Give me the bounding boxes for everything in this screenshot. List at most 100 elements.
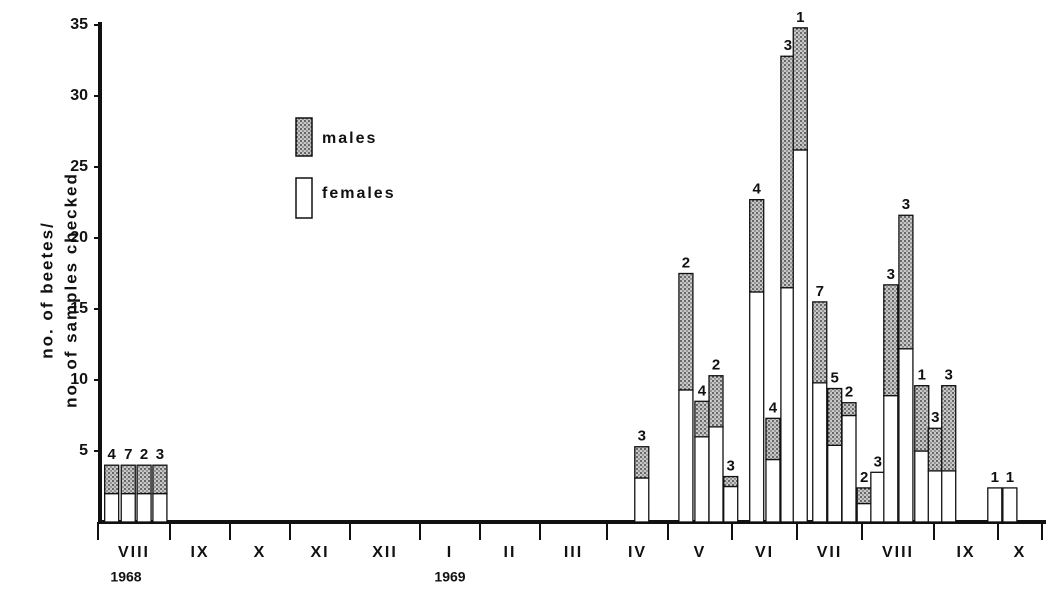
bar-segment xyxy=(827,444,843,523)
sample-count: 3 xyxy=(784,37,792,54)
y-tick-label: 5 xyxy=(79,442,88,459)
month-label: VIII xyxy=(882,544,914,561)
bar-segment xyxy=(749,291,765,523)
sample-count: 3 xyxy=(156,446,164,463)
bar-segment xyxy=(708,426,724,523)
y-tick-label: 15 xyxy=(70,300,88,317)
sample-count: 3 xyxy=(931,409,939,426)
bar-segment xyxy=(812,382,828,523)
bar-segment xyxy=(694,400,710,438)
y-tick-label: 20 xyxy=(70,229,88,246)
y-label-line: no. of samples checked xyxy=(61,172,80,408)
y-tick-label: 10 xyxy=(70,371,88,388)
bar-segment xyxy=(678,389,694,523)
legend-label: females xyxy=(322,185,396,202)
y-tick-label: 35 xyxy=(70,16,88,33)
bar-segment xyxy=(152,464,168,495)
bar-segment xyxy=(812,301,828,384)
sample-count: 3 xyxy=(945,367,953,384)
sample-count: 3 xyxy=(874,453,882,470)
bar-segment xyxy=(792,27,808,151)
sample-count: 1 xyxy=(1006,469,1014,486)
bar-segment xyxy=(987,487,1003,523)
sample-count: 4 xyxy=(769,399,778,416)
sample-count: 2 xyxy=(860,469,868,486)
bar-segment xyxy=(927,427,943,472)
year-label: 1968 xyxy=(110,569,141,585)
y-label: no. of beetes/ no. of samples checked xyxy=(37,172,80,408)
sample-count: 3 xyxy=(638,428,646,445)
sample-count: 2 xyxy=(682,254,690,271)
month-label: IX xyxy=(956,544,975,561)
bar-segment xyxy=(941,470,957,523)
month-label: XII xyxy=(372,544,398,561)
bar-segment xyxy=(883,284,899,397)
sample-count: 2 xyxy=(845,384,853,401)
bar-segment xyxy=(136,492,152,523)
bar-segment xyxy=(634,477,650,523)
month-label: IX xyxy=(190,544,209,561)
bar-segment xyxy=(914,385,930,452)
bar-segment xyxy=(870,471,886,523)
bar-segment xyxy=(765,458,781,523)
bar-segment xyxy=(927,470,943,523)
bar-segment xyxy=(694,436,710,523)
bar-segment xyxy=(104,464,120,495)
y-tick-label: 30 xyxy=(70,87,88,104)
bar-segment xyxy=(827,387,843,446)
bar-segment xyxy=(841,414,857,523)
month-label: X xyxy=(254,544,267,561)
y-tick-label: 25 xyxy=(70,158,88,175)
sample-count: 4 xyxy=(753,181,762,198)
bar-segment xyxy=(634,446,650,479)
month-label: I xyxy=(447,544,453,561)
bar-segment xyxy=(841,402,857,417)
sample-count: 1 xyxy=(796,9,804,26)
bar-segment xyxy=(723,475,739,488)
month-label: IV xyxy=(628,544,647,561)
sample-count: 3 xyxy=(727,458,735,475)
bar-segment xyxy=(883,394,899,523)
month-label: XI xyxy=(310,544,329,561)
sample-count: 1 xyxy=(918,367,926,384)
month-label: VI xyxy=(755,544,774,561)
bar-segment xyxy=(723,485,739,523)
bar-segment xyxy=(856,487,872,505)
year-label: 1969 xyxy=(434,569,465,585)
bar-segment xyxy=(749,199,765,293)
month-label: II xyxy=(504,544,517,561)
bar-segment xyxy=(856,502,872,523)
bar-segment xyxy=(152,492,168,523)
month-label: V xyxy=(694,544,707,561)
bar-segment xyxy=(1002,487,1018,523)
month-label: III xyxy=(564,544,583,561)
sample-count: 2 xyxy=(140,446,148,463)
bar-segment xyxy=(104,492,120,523)
bar-segment xyxy=(898,348,914,523)
bar-segment xyxy=(136,464,152,495)
bar-segment xyxy=(708,375,724,428)
month-label: VIII xyxy=(118,544,150,561)
sample-count: 4 xyxy=(698,382,707,399)
sample-count: 1 xyxy=(991,469,999,486)
legend-swatch xyxy=(295,177,313,219)
bar-segment xyxy=(792,149,808,523)
bar-segment xyxy=(898,214,914,350)
bar-segment xyxy=(678,272,694,391)
month-label: X xyxy=(1014,544,1027,561)
sample-count: 3 xyxy=(887,266,895,283)
bar-segment xyxy=(120,464,136,495)
sample-count: 5 xyxy=(831,369,839,386)
bar-segment xyxy=(120,492,136,523)
bar-segment xyxy=(914,450,930,523)
legend-label: males xyxy=(322,130,377,147)
bar-segment xyxy=(765,417,781,461)
sample-count: 3 xyxy=(902,196,910,213)
sample-count: 2 xyxy=(712,357,720,374)
y-label-line: no. of beetes/ xyxy=(37,221,56,359)
month-label: VII xyxy=(817,544,843,561)
legend-swatch xyxy=(295,117,313,157)
sample-count: 4 xyxy=(108,446,117,463)
